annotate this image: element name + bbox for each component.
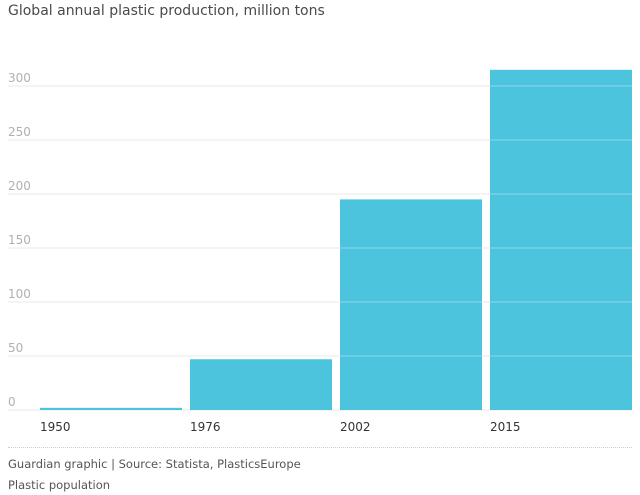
y-tick-label: 150 [8, 233, 31, 247]
x-axis-tick-labels: 1950 1976 2002 2015 [40, 420, 521, 434]
y-tick-label: 50 [8, 341, 23, 355]
x-tick-label: 2002 [340, 420, 371, 434]
footer-divider [8, 447, 632, 448]
y-tick-label: 250 [8, 125, 31, 139]
bar [190, 359, 332, 410]
y-tick-label: 100 [8, 287, 31, 301]
y-axis-tick-labels: 0 50 100 150 200 250 300 [8, 71, 31, 409]
bar-gridline-overlay [340, 85, 632, 357]
y-tick-label: 300 [8, 71, 31, 85]
x-tick-label: 2015 [490, 420, 521, 434]
x-tick-label: 1976 [190, 420, 221, 434]
caption: Plastic population [8, 478, 111, 492]
y-tick-label: 0 [8, 395, 16, 409]
bar-chart: 0 50 100 150 200 250 300 1950 1976 2002 2015 [8, 69, 632, 434]
bar [490, 69, 632, 411]
chart-title: Global annual plastic production, millio… [8, 3, 325, 19]
source-credit: Guardian graphic | Source: Statista, Pla… [8, 457, 301, 471]
bars [40, 69, 632, 411]
bar [40, 407, 182, 410]
y-tick-label: 200 [8, 179, 31, 193]
x-tick-label: 1950 [40, 420, 71, 434]
bar [340, 199, 482, 410]
